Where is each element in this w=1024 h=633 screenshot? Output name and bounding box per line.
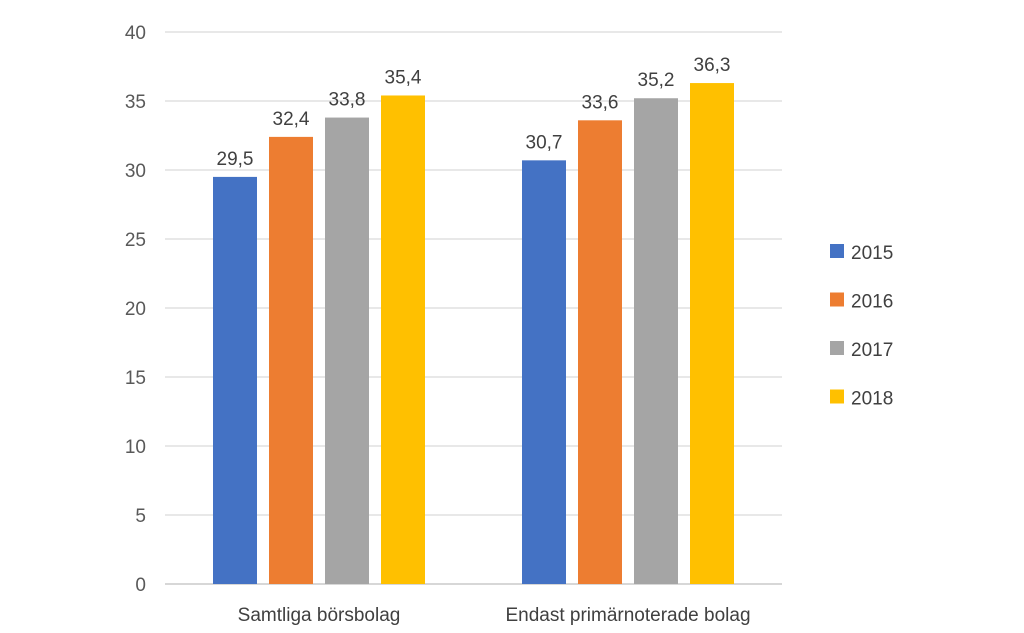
y-tick-label: 40 <box>125 23 146 44</box>
legend-swatch <box>830 341 844 355</box>
legend-item-2016: 2016 <box>830 292 893 313</box>
y-tick-label: 30 <box>125 161 146 182</box>
legend-swatch <box>830 244 844 258</box>
legend-label: 2016 <box>851 292 893 313</box>
y-tick-label: 25 <box>125 230 146 251</box>
x-category-label: Samtliga börsbolag <box>238 605 401 626</box>
data-label: 29,5 <box>217 149 254 170</box>
legend-item-2018: 2018 <box>830 389 893 410</box>
legend-item-2015: 2015 <box>830 243 893 264</box>
data-label: 35,2 <box>638 70 675 91</box>
y-tick-label: 20 <box>125 299 146 320</box>
x-axis: Samtliga börsbolag Endast primärnoterade … <box>238 605 751 626</box>
data-label: 36,3 <box>694 55 731 76</box>
y-tick-label: 10 <box>125 437 146 458</box>
bar-2018-1 <box>381 95 425 584</box>
legend-swatch <box>830 389 844 404</box>
data-labels: 29,5 32,4 33,8 35,4 30,7 33,6 35,2 36,3 <box>217 55 731 170</box>
bar-2016-2 <box>578 120 622 584</box>
bar-2018-2 <box>690 83 734 584</box>
data-label: 35,4 <box>385 67 422 88</box>
data-label: 32,4 <box>273 109 310 130</box>
legend-label: 2018 <box>851 389 893 410</box>
legend-label: 2015 <box>851 243 893 264</box>
gridlines <box>165 31 782 585</box>
bar-2015-2 <box>522 160 566 584</box>
y-tick-label: 35 <box>125 92 146 113</box>
y-tick-label: 0 <box>135 575 146 596</box>
bar-2017-2 <box>634 98 678 585</box>
x-category-label: Endast primärnoterade bolag <box>505 605 750 626</box>
data-label: 30,7 <box>526 132 563 153</box>
legend-label: 2017 <box>851 340 893 361</box>
legend-swatch <box>830 292 844 307</box>
bars <box>213 83 734 585</box>
y-tick-label: 5 <box>135 506 146 527</box>
bar-2016-1 <box>269 136 313 584</box>
legend: 2015 2016 2017 2018 <box>830 243 893 410</box>
y-tick-label: 15 <box>125 368 146 389</box>
data-label: 33,8 <box>329 90 366 111</box>
y-axis: 0 5 10 15 20 25 30 35 40 <box>125 23 146 596</box>
legend-item-2017: 2017 <box>830 340 893 361</box>
bar-2015-1 <box>213 176 257 584</box>
data-label: 33,6 <box>582 92 619 113</box>
bar-2017-1 <box>325 117 369 584</box>
